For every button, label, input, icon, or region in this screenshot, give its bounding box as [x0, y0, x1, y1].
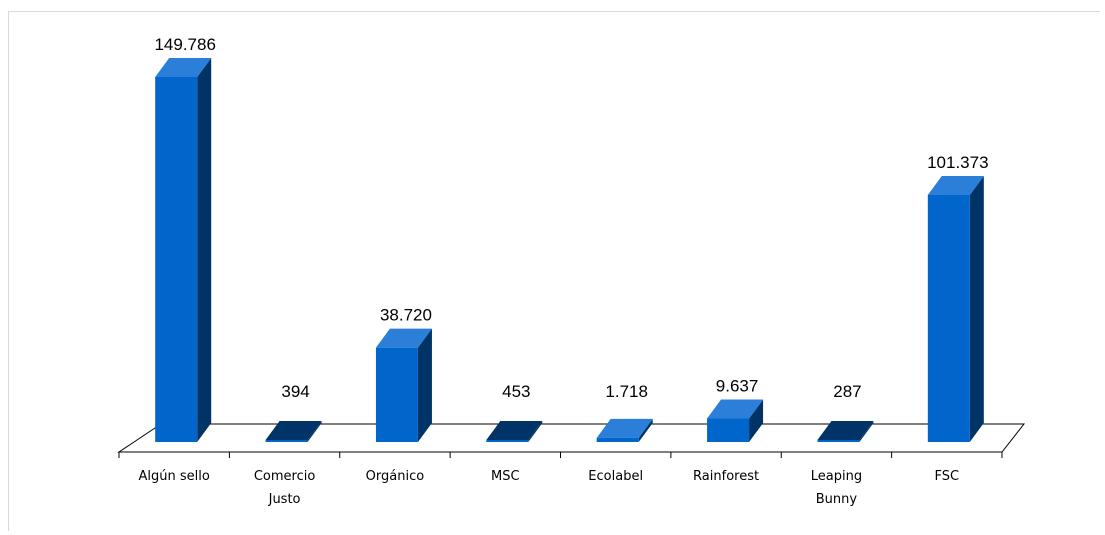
- bar-top: [707, 399, 764, 419]
- category-label: FSC: [935, 469, 960, 484]
- bar-top: [155, 58, 212, 77]
- bar-front: [486, 440, 529, 442]
- category-label: Leaping: [811, 469, 862, 484]
- value-label: 453: [502, 382, 530, 401]
- category-label: Rainforest: [693, 469, 759, 484]
- bar: [817, 421, 874, 442]
- chart-floor: [117, 423, 1026, 458]
- bar: [155, 58, 212, 442]
- bar-front: [265, 440, 308, 442]
- bar-side: [749, 399, 764, 442]
- bar-top: [927, 175, 984, 195]
- bar: [486, 421, 543, 442]
- bar: [707, 399, 764, 442]
- bar: [265, 421, 322, 442]
- bar-side: [638, 418, 653, 442]
- bar-side: [859, 421, 874, 442]
- value-label: 287: [833, 382, 861, 401]
- bars: [155, 58, 984, 443]
- bar-front: [927, 194, 970, 442]
- category-labels: Algún sello Comercio Justo Orgánico MSC Ecola…: [139, 469, 960, 507]
- value-label: 38.720: [380, 306, 432, 325]
- bar-top: [375, 328, 432, 348]
- value-label: 149.786: [154, 35, 215, 54]
- bar-side: [197, 58, 212, 442]
- category-label: Bunny: [816, 492, 858, 507]
- bar-front: [155, 77, 198, 442]
- bar-front: [707, 418, 750, 442]
- floor-plane: [117, 423, 1026, 453]
- value-label: 9.637: [716, 377, 759, 396]
- bar-top: [486, 421, 543, 440]
- bar-top: [265, 421, 322, 440]
- bar-side: [969, 175, 984, 443]
- value-label: 1.718: [605, 382, 648, 401]
- chart-frame: [8, 11, 1100, 531]
- bar: [375, 328, 432, 442]
- bar: [596, 418, 653, 442]
- category-label: Comercio: [254, 469, 316, 484]
- bar-front: [817, 440, 860, 442]
- category-label: Ecolabel: [588, 469, 643, 484]
- bar-side: [417, 328, 432, 442]
- value-labels: 149.786 394 38.720 453 1.718 9.637 287 101.373: [154, 35, 988, 401]
- category-label: Algún sello: [139, 469, 210, 484]
- bar-top: [596, 418, 653, 438]
- category-label: Orgánico: [366, 469, 425, 484]
- value-label: 101.373: [927, 153, 988, 172]
- bar: [927, 175, 984, 443]
- value-label: 394: [281, 382, 309, 401]
- bar-side: [307, 421, 322, 442]
- category-label: MSC: [491, 469, 520, 484]
- bar-side: [528, 421, 543, 442]
- bar-front: [596, 437, 639, 442]
- bar-top: [817, 421, 874, 440]
- bar-front: [375, 347, 418, 442]
- category-label: Justo: [268, 492, 301, 507]
